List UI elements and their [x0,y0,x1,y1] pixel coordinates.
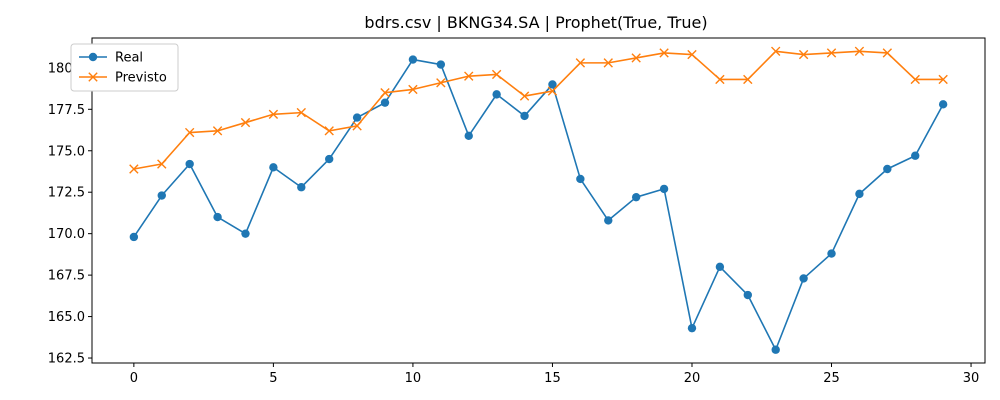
data-point-real [688,324,696,332]
data-point-real [744,291,752,299]
x-tick-label: 0 [130,371,138,386]
data-point-real [911,152,919,160]
legend-marker-real [89,53,97,61]
series-line-real [134,60,943,350]
x-tick-label: 10 [405,371,422,386]
data-point-real [576,175,584,183]
series-layer [130,47,948,354]
y-tick-label: 172.5 [48,186,85,201]
data-point-real [660,185,668,193]
data-point-previsto [241,118,249,126]
data-point-real [772,346,780,354]
data-point-real [827,249,835,257]
series-line-previsto [134,51,943,169]
data-point-real [883,165,891,173]
x-tick-label: 5 [269,371,277,386]
data-point-real [465,132,473,140]
data-point-real [297,183,305,191]
data-point-real [409,55,417,63]
legend-label-real: Real [115,51,143,66]
data-point-real [799,274,807,282]
y-tick-label: 175.0 [48,144,85,159]
y-tick-label: 162.5 [48,352,85,367]
data-point-real [939,100,947,108]
x-tick-label: 25 [823,371,840,386]
y-tick-label: 167.5 [48,269,85,284]
y-tick-label: 165.0 [48,310,85,325]
data-point-real [492,90,500,98]
axes-frame [92,38,985,363]
data-point-real [185,160,193,168]
data-point-real [325,155,333,163]
data-point-real [353,113,361,121]
legend: Real Previsto [71,44,178,91]
data-point-real [269,163,277,171]
data-point-real [632,193,640,201]
data-point-real [241,229,249,237]
series-previsto [130,47,948,173]
data-point-real [213,213,221,221]
x-tick-label: 20 [684,371,701,386]
x-tick-label: 30 [963,371,980,386]
data-point-real [158,191,166,199]
legend-label-previsto: Previsto [115,71,167,86]
series-real [130,55,948,354]
data-point-real [716,263,724,271]
y-tick-label: 177.5 [48,103,85,118]
y-tick-label: 170.0 [48,227,85,242]
data-point-real [855,190,863,198]
data-point-real [604,216,612,224]
chart-title: bdrs.csv | BKNG34.SA | Prophet(True, Tru… [364,13,707,32]
data-point-real [520,112,528,120]
x-tick-label: 15 [544,371,561,386]
data-point-real [130,233,138,241]
data-point-real [381,98,389,106]
data-point-real [437,60,445,68]
